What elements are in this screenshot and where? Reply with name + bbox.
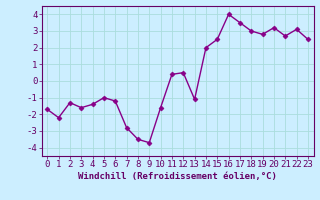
X-axis label: Windchill (Refroidissement éolien,°C): Windchill (Refroidissement éolien,°C): [78, 172, 277, 181]
